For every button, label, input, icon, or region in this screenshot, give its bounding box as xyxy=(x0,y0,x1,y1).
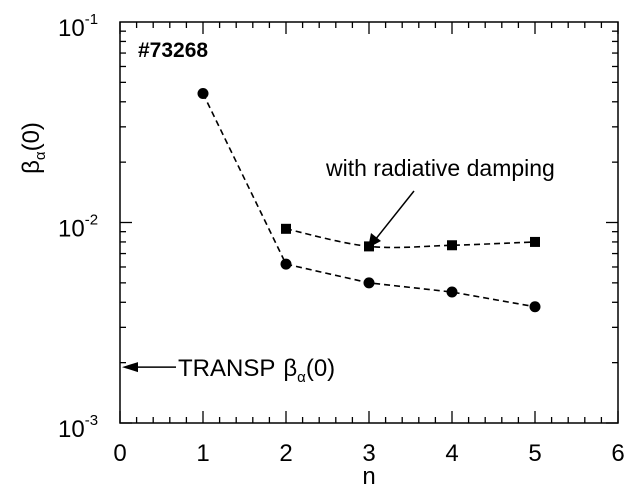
damping-arrowhead xyxy=(368,233,381,248)
data-point-square xyxy=(530,236,540,247)
x-tick-label: 1 xyxy=(196,440,209,467)
y-tick-label: 10-3 xyxy=(58,412,98,443)
x-tick-label: 5 xyxy=(528,440,541,467)
damping-annotation-label: with radiative damping xyxy=(325,155,555,181)
data-point-square xyxy=(281,223,291,234)
shot-number-label: #73268 xyxy=(138,39,208,62)
y-tick-labels: 10-3 10-2 10-1 xyxy=(58,11,98,443)
y-axis-ticks xyxy=(120,30,618,424)
x-tick-labels: 0 1 2 3 4 5 6 xyxy=(113,440,624,467)
data-point-circle xyxy=(280,258,292,270)
data-point-circle xyxy=(529,301,541,313)
x-tick-label: 0 xyxy=(113,440,126,467)
series-line-1 xyxy=(202,93,536,308)
damping-annotation-arrow xyxy=(374,190,415,241)
data-point-circle xyxy=(363,277,375,289)
x-tick-label: 3 xyxy=(362,440,375,467)
data-point-circle xyxy=(197,87,209,99)
data-point-circle xyxy=(446,286,458,298)
y-axis-label: βα(0) xyxy=(18,122,49,174)
y-tick-label: 10-2 xyxy=(58,212,98,243)
x-tick-label: 4 xyxy=(445,440,458,467)
x-axis-label: n xyxy=(362,463,375,486)
transp-arrowhead xyxy=(122,362,138,373)
y-tick-label: 10-1 xyxy=(58,11,98,42)
series-layer xyxy=(197,87,541,313)
transp-annotation: TRANSP βα(0) xyxy=(122,355,335,386)
x-axis-ticks xyxy=(119,22,619,423)
series-line-2 xyxy=(285,228,536,249)
transp-label: TRANSP βα(0) xyxy=(178,355,335,386)
data-point-square xyxy=(447,240,457,251)
x-tick-label: 2 xyxy=(279,440,292,467)
x-tick-label: 6 xyxy=(611,440,624,467)
